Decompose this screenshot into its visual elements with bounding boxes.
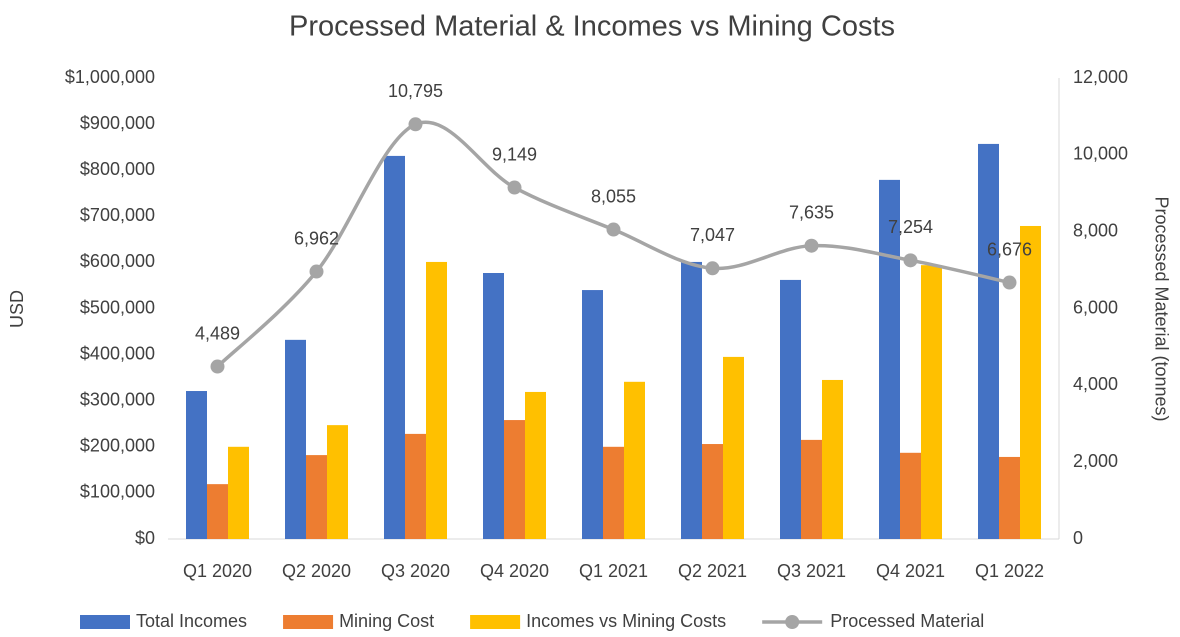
data-label: 7,254 [888,217,933,237]
bar [723,356,744,539]
data-label: 7,047 [690,225,735,245]
bar [525,391,546,539]
line-marker [309,264,324,279]
data-label: 7,635 [789,202,834,222]
bar [504,420,525,539]
y2-axis-label: Processed Material (tonnes) [1151,196,1171,421]
legend-swatch [785,615,800,629]
y-tick-label: $800,000 [80,159,155,179]
line-marker [804,238,819,253]
bar [978,143,999,539]
bar [702,444,723,539]
y2-tick-label: 2,000 [1073,451,1118,471]
x-tick-label: Q3 2021 [777,561,846,581]
line-marker [1002,275,1017,290]
legend-swatch [470,615,521,629]
x-tick-label: Q1 2022 [975,561,1044,581]
bar [327,425,348,539]
y-tick-label: $300,000 [80,389,155,409]
bar [879,179,900,540]
bar [921,265,942,539]
chart-title: Processed Material & Incomes vs Mining C… [289,11,895,43]
bar [228,446,249,539]
y2-tick-label: 10,000 [1073,144,1128,164]
y2-tick-label: 0 [1073,528,1083,548]
y-tick-label: $200,000 [80,436,155,456]
line-marker [606,222,621,237]
data-label: 4,489 [195,323,240,343]
bar [900,452,921,539]
y-tick-label: $700,000 [80,205,155,225]
bar [999,456,1020,539]
legend-label: Mining Cost [339,611,434,631]
y-tick-label: $600,000 [80,251,155,271]
line-marker [903,253,918,268]
x-tick-label: Q4 2020 [480,561,549,581]
data-label: 9,149 [492,144,537,164]
data-label: 6,676 [987,239,1032,259]
legend-swatch [283,615,334,629]
y2-tick-label: 8,000 [1073,220,1118,240]
x-tick-label: Q2 2021 [678,561,747,581]
bar [801,439,822,539]
y2-tick-label: 4,000 [1073,374,1118,394]
bar [306,455,327,539]
legend-label: Total Incomes [136,611,247,631]
x-tick-label: Q3 2020 [381,561,450,581]
y-tick-label: $500,000 [80,297,155,317]
x-tick-label: Q1 2021 [579,561,648,581]
data-label: 10,795 [388,81,443,101]
bar [426,261,447,539]
data-label: 6,962 [294,228,339,248]
legend-swatch [80,615,130,629]
line-marker [507,180,522,195]
y-tick-label: $1,000,000 [65,67,155,87]
bar [483,273,504,539]
bar [384,155,405,539]
bar [405,433,426,539]
y2-tick-label: 6,000 [1073,297,1118,317]
line-marker [705,261,720,276]
line-marker [210,359,225,374]
bar [681,261,702,539]
x-tick-label: Q2 2020 [282,561,351,581]
bar [603,446,624,539]
y-tick-label: $900,000 [80,113,155,133]
data-label: 8,055 [591,186,636,206]
bar [624,381,645,539]
y-tick-label: $100,000 [80,482,155,502]
bar [780,279,801,539]
bar [582,290,603,539]
bar [1020,225,1041,539]
bar [186,391,207,539]
y2-tick-label: 12,000 [1073,67,1128,87]
y-axis-label: USD [7,290,27,328]
line [216,120,1010,368]
line-marker [408,117,423,132]
y-tick-label: $400,000 [80,343,155,363]
legend-label: Processed Material [830,611,984,631]
legend-label: Incomes vs Mining Costs [526,611,726,631]
x-tick-label: Q4 2021 [876,561,945,581]
bar [207,484,228,539]
bar [285,339,306,539]
bar [822,379,843,539]
x-tick-label: Q1 2020 [183,561,252,581]
y-tick-label: $0 [135,528,155,548]
